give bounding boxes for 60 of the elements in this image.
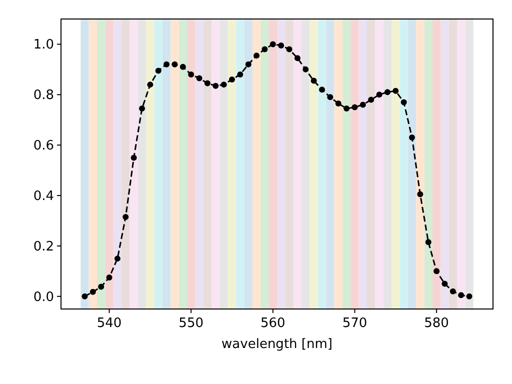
point xyxy=(352,104,358,110)
point xyxy=(229,76,235,83)
y-tick-label: 0.4 xyxy=(33,189,54,204)
point xyxy=(310,78,317,84)
point xyxy=(327,94,334,100)
point xyxy=(204,80,210,86)
x-axis-title: wavelength [nm] xyxy=(222,337,332,352)
x-tick-label: 560 xyxy=(260,316,286,331)
point xyxy=(400,99,407,106)
point xyxy=(122,214,129,220)
point xyxy=(392,88,399,94)
point xyxy=(139,106,145,112)
point xyxy=(147,82,154,88)
point xyxy=(82,293,88,300)
point xyxy=(212,82,219,89)
y-tick-label: 1.0 xyxy=(33,38,54,53)
x-tick-label: 540 xyxy=(96,316,122,331)
point xyxy=(286,46,292,52)
point xyxy=(360,102,366,108)
point xyxy=(180,64,186,70)
x-tick-label: 580 xyxy=(424,316,449,331)
point xyxy=(450,288,456,294)
point xyxy=(384,89,390,96)
point xyxy=(245,61,252,68)
point xyxy=(130,154,137,161)
point xyxy=(466,293,472,300)
point xyxy=(368,96,374,103)
point xyxy=(164,61,170,68)
point xyxy=(409,134,415,141)
point xyxy=(262,46,268,52)
y-tick-label: 0.6 xyxy=(33,138,54,154)
point xyxy=(344,106,350,112)
y-tick-label: 0.8 xyxy=(33,88,54,104)
point xyxy=(319,86,325,93)
point xyxy=(335,100,342,106)
x-tick-label: 570 xyxy=(342,316,368,331)
point xyxy=(220,82,227,88)
point xyxy=(278,42,284,48)
point xyxy=(376,92,382,98)
point xyxy=(254,52,260,59)
point xyxy=(196,75,202,82)
x-tick-label: 550 xyxy=(178,316,204,331)
point xyxy=(98,284,104,290)
point xyxy=(442,280,448,287)
point xyxy=(458,292,464,298)
point xyxy=(270,41,276,48)
point xyxy=(302,66,309,72)
point xyxy=(106,274,112,280)
point xyxy=(172,61,178,68)
y-tick-label: 0.0 xyxy=(33,290,54,305)
point xyxy=(155,68,162,74)
point xyxy=(425,239,432,246)
point xyxy=(90,288,96,295)
point xyxy=(237,71,244,78)
point xyxy=(417,191,424,198)
point xyxy=(188,71,194,78)
y-tick-label: 0.2 xyxy=(33,239,54,254)
point xyxy=(294,55,300,62)
point xyxy=(114,256,120,262)
point xyxy=(434,268,440,274)
